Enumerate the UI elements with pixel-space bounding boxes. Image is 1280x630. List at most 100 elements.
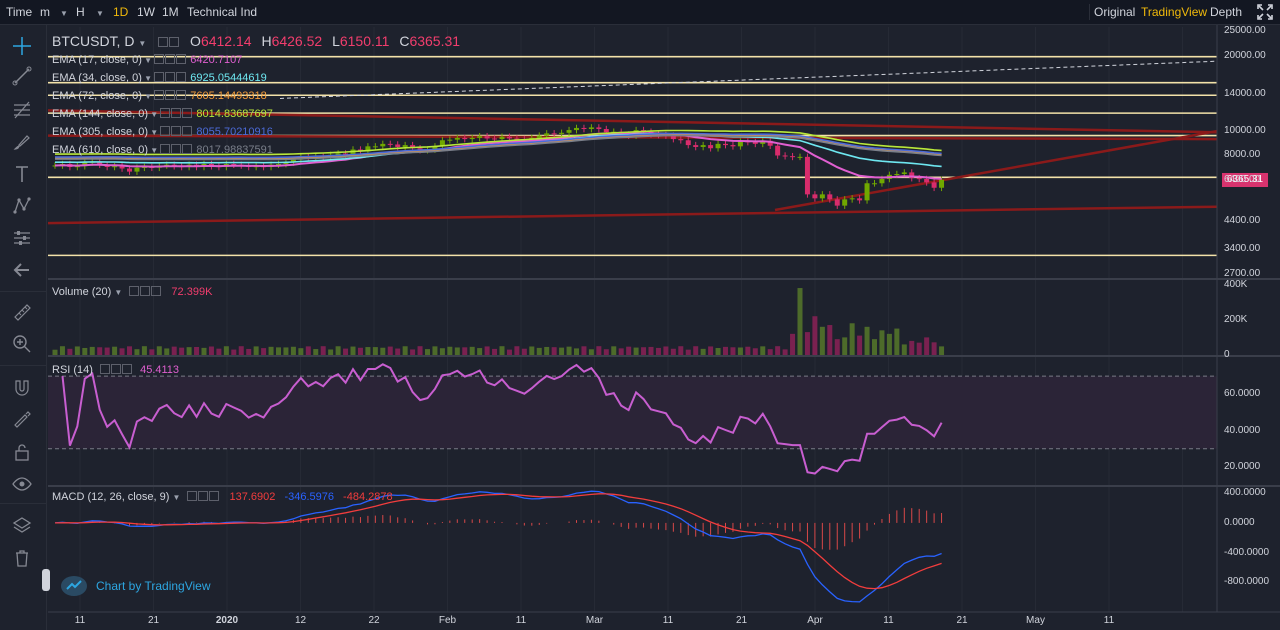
settings-icon[interactable] [171, 144, 182, 154]
trash-icon[interactable] [11, 547, 33, 569]
fullscreen-icon[interactable] [1256, 3, 1274, 21]
pattern-tool-icon[interactable] [11, 195, 33, 217]
volume-legend: Volume (20) ▼ 72.399K [52, 286, 212, 298]
close-icon[interactable] [122, 364, 133, 374]
collapse-toolbar-handle[interactable] [42, 569, 50, 591]
caret-down-icon[interactable]: ▼ [138, 39, 147, 48]
minute-interval-button[interactable]: m [40, 0, 50, 24]
arrow-left-icon[interactable] [11, 259, 33, 281]
candle-body [767, 140, 773, 146]
candle-body [804, 156, 810, 195]
eye-toggle-icon[interactable] [160, 126, 171, 136]
ema-label[interactable]: EMA (72, close, 0) [52, 90, 142, 102]
eye-toggle-icon[interactable] [160, 144, 171, 154]
settings-icon[interactable] [165, 72, 176, 82]
close-icon[interactable] [176, 72, 187, 82]
eye-icon[interactable] [11, 473, 33, 495]
technical-indicator-button[interactable]: Technical Ind [187, 5, 258, 19]
caret-down-icon[interactable]: ▼ [172, 493, 181, 502]
settings-icon[interactable] [198, 491, 209, 501]
ema-label[interactable]: EMA (610, close, 0) [52, 144, 148, 156]
rsi-axis-tick: 20.0000 [1224, 460, 1261, 472]
macd-axis-tick: -400.0000 [1224, 546, 1270, 558]
candle-body [447, 139, 453, 141]
eye-toggle-icon[interactable] [160, 108, 171, 118]
settings-icon[interactable] [111, 364, 122, 374]
prediction-tool-icon[interactable] [11, 227, 33, 249]
hour-dropdown[interactable]: ▼ [96, 0, 104, 24]
close-icon[interactable] [182, 126, 193, 136]
month-interval-button[interactable]: 1M [162, 5, 179, 19]
settings-icon[interactable] [165, 90, 176, 100]
day-interval-button[interactable]: 1D [113, 5, 129, 19]
close-icon[interactable] [151, 286, 162, 296]
eye-toggle-icon[interactable] [158, 37, 169, 47]
divider [0, 503, 46, 504]
candle-body [171, 164, 177, 167]
candle-body [410, 145, 416, 149]
close-icon[interactable] [209, 491, 220, 501]
close-icon[interactable] [176, 54, 187, 64]
time-axis-tick: 22 [368, 615, 380, 626]
settings-icon[interactable] [171, 126, 182, 136]
text-tool-icon[interactable] [11, 163, 33, 185]
brush-icon[interactable] [11, 131, 33, 153]
eye-toggle-icon[interactable] [129, 286, 140, 296]
eye-toggle-icon[interactable] [154, 54, 165, 64]
zoom-in-icon[interactable] [11, 333, 33, 355]
ema-label[interactable]: EMA (305, close, 0) [52, 126, 148, 138]
settings-icon[interactable] [140, 286, 151, 296]
eye-toggle-icon[interactable] [100, 364, 111, 374]
volume-bar [328, 349, 334, 355]
volume-label[interactable]: Volume (20) [52, 286, 112, 298]
tradingview-view-button[interactable]: TradingView [1141, 5, 1208, 19]
ruler-icon[interactable] [11, 301, 33, 323]
ema-label[interactable]: EMA (34, close, 0) [52, 72, 142, 84]
caret-down-icon[interactable]: ▼ [141, 92, 155, 101]
volume-bar [357, 347, 363, 355]
lock-icon[interactable] [11, 441, 33, 463]
macd-line-value: -346.5976 [284, 491, 334, 503]
hour-interval-button[interactable]: H [76, 0, 85, 24]
ema-label[interactable]: EMA (17, close, 0) [52, 54, 142, 66]
volume-bar [872, 339, 877, 355]
volume-bar [819, 326, 825, 355]
trend-line-icon[interactable] [11, 65, 33, 87]
close-icon[interactable] [176, 90, 187, 100]
crosshair-icon[interactable] [11, 35, 33, 57]
magnet-icon[interactable] [11, 377, 33, 399]
depth-view-button[interactable]: Depth [1210, 5, 1243, 19]
caret-down-icon[interactable]: ▼ [114, 288, 123, 297]
candle-body [477, 136, 483, 138]
rsi-label[interactable]: RSI (14) [52, 364, 93, 376]
settings-icon[interactable] [165, 54, 176, 64]
settings-icon[interactable] [171, 108, 182, 118]
week-interval-button[interactable]: 1W [137, 5, 155, 19]
symbol-name[interactable]: BTCUSDT, D [52, 33, 135, 49]
ema-label[interactable]: EMA (144, close, 0) [52, 108, 148, 120]
candle-body [380, 143, 386, 147]
minute-dropdown[interactable]: ▼ [60, 0, 68, 24]
macd-label[interactable]: MACD (12, 26, close, 9) [52, 491, 170, 503]
price-axis-tick: 3400.00 [1224, 242, 1261, 254]
caret-down-icon[interactable]: ▼ [148, 110, 161, 119]
fib-tool-icon[interactable] [11, 99, 33, 121]
candle-body [290, 159, 296, 163]
caret-down-icon[interactable]: ▼ [141, 74, 155, 83]
volume-bar [559, 347, 565, 355]
close-icon[interactable] [182, 144, 193, 154]
eye-toggle-icon[interactable] [154, 72, 165, 82]
original-view-button[interactable]: Original [1094, 5, 1136, 19]
caret-down-icon[interactable]: ▼ [148, 146, 161, 155]
layers-icon[interactable] [11, 515, 33, 537]
candle-body [462, 137, 468, 140]
caret-down-icon[interactable]: ▼ [141, 56, 155, 65]
settings-icon[interactable] [169, 37, 180, 47]
caret-down-icon[interactable]: ▼ [148, 128, 161, 137]
eye-toggle-icon[interactable] [187, 491, 198, 501]
candle-body [261, 166, 267, 168]
lock-drawing-icon[interactable] [11, 409, 33, 431]
volume-bar [864, 326, 870, 355]
close-icon[interactable] [182, 108, 193, 118]
eye-toggle-icon[interactable] [154, 90, 165, 100]
